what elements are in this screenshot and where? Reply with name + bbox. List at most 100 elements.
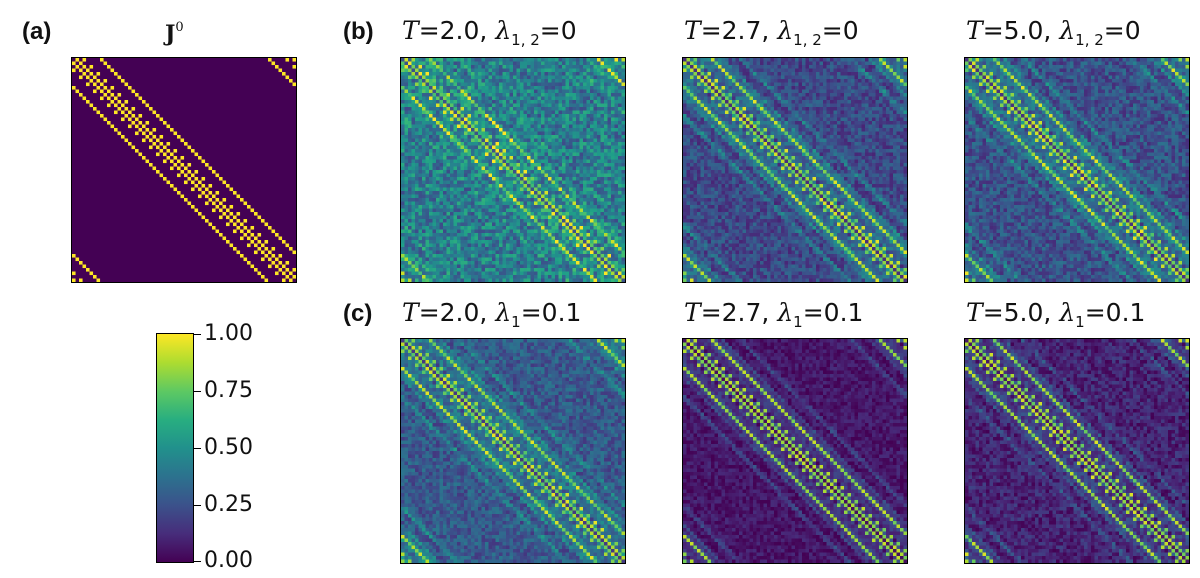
heatmap-cell bbox=[100, 82, 104, 87]
heatmap-cell bbox=[618, 114, 622, 118]
heatmap-cell bbox=[597, 89, 601, 94]
heatmap-cell bbox=[847, 82, 852, 87]
heatmap-cell bbox=[457, 236, 461, 241]
heatmap-cell bbox=[520, 65, 524, 69]
heatmap-cell bbox=[516, 275, 521, 279]
heatmap-cell bbox=[537, 180, 542, 185]
heatmap-cell bbox=[530, 96, 535, 101]
heatmap-cell bbox=[548, 278, 552, 282]
heatmap-cell bbox=[415, 236, 419, 241]
heatmap-cell bbox=[453, 205, 458, 209]
heatmap-cell bbox=[763, 82, 768, 87]
heatmap-cell bbox=[565, 82, 570, 87]
heatmap-cell bbox=[579, 79, 584, 83]
heatmap-cell bbox=[530, 264, 535, 269]
heatmap-cell bbox=[600, 250, 605, 255]
heatmap-cell bbox=[544, 271, 549, 276]
heatmap-cell bbox=[404, 128, 409, 132]
heatmap-cell bbox=[621, 191, 625, 195]
heatmap-cell bbox=[457, 142, 461, 146]
heatmap-cell bbox=[826, 68, 831, 73]
heatmap-cell bbox=[697, 58, 701, 62]
heatmap-cell bbox=[453, 219, 458, 223]
heatmap-cell bbox=[746, 68, 750, 73]
heatmap-cell bbox=[460, 82, 465, 87]
heatmap-cell bbox=[418, 110, 423, 115]
heatmap-cell bbox=[425, 100, 430, 104]
heatmap-cell bbox=[439, 79, 444, 83]
heatmap-cell bbox=[425, 173, 430, 178]
heatmap-cell bbox=[583, 114, 587, 118]
heatmap-cell bbox=[847, 68, 852, 73]
heatmap-cell bbox=[408, 268, 412, 272]
heatmap-cell bbox=[495, 264, 500, 269]
heatmap-cell bbox=[614, 142, 619, 146]
heatmap-cell bbox=[690, 58, 694, 62]
heatmap-cell bbox=[492, 236, 496, 241]
heatmap-cell bbox=[879, 82, 883, 87]
heatmap-cell bbox=[485, 72, 489, 76]
heatmap-cell bbox=[548, 68, 552, 73]
heatmap-cell bbox=[404, 208, 409, 213]
heatmap-cell bbox=[429, 103, 433, 108]
heatmap-cell bbox=[802, 58, 806, 62]
heatmap-cell bbox=[138, 96, 143, 101]
heatmap-cell bbox=[555, 222, 559, 227]
heatmap-cell bbox=[471, 226, 475, 230]
heatmap-cell bbox=[572, 177, 577, 181]
heatmap-cell bbox=[593, 149, 598, 153]
heatmap-cell bbox=[467, 191, 472, 195]
heatmap-cell bbox=[453, 110, 458, 115]
heatmap-cell bbox=[159, 142, 164, 146]
heatmap-cell bbox=[516, 135, 521, 139]
heatmap-cell bbox=[516, 110, 521, 115]
heatmap-cell bbox=[457, 96, 461, 101]
heatmap-cell bbox=[411, 86, 416, 90]
heatmap-cell bbox=[436, 152, 440, 157]
heatmap-cell bbox=[488, 107, 493, 111]
heatmap-cell bbox=[551, 226, 556, 230]
heatmap-cell bbox=[488, 82, 493, 87]
heatmap-cell bbox=[439, 247, 444, 251]
heatmap-cell bbox=[457, 278, 461, 282]
heatmap-cell bbox=[499, 250, 503, 255]
heatmap-cell bbox=[548, 247, 552, 251]
heatmap-cell bbox=[401, 275, 405, 279]
heatmap-cell bbox=[86, 100, 90, 104]
heatmap-cell bbox=[492, 243, 496, 248]
heatmap-cell bbox=[590, 103, 594, 108]
heatmap-cell bbox=[425, 236, 430, 241]
heatmap-cell bbox=[607, 250, 612, 255]
heatmap-cell bbox=[495, 229, 500, 234]
heatmap-cell bbox=[460, 100, 465, 104]
heatmap-cell bbox=[590, 250, 594, 255]
heatmap-cell bbox=[551, 208, 556, 213]
heatmap-cell bbox=[604, 68, 608, 73]
heatmap-cell bbox=[100, 58, 104, 62]
heatmap-cell bbox=[499, 187, 503, 192]
heatmap-cell bbox=[418, 250, 423, 255]
heatmap-cell bbox=[572, 222, 577, 227]
heatmap-cell bbox=[618, 271, 622, 276]
heatmap-cell bbox=[600, 264, 605, 269]
heatmap-cell bbox=[541, 82, 545, 87]
heatmap-cell bbox=[516, 145, 521, 150]
heatmap-cell bbox=[611, 215, 615, 220]
heatmap-cell bbox=[422, 184, 426, 188]
heatmap-cell bbox=[551, 184, 556, 188]
heatmap-cell bbox=[551, 61, 556, 66]
heatmap-cell bbox=[439, 205, 444, 209]
heatmap-cell bbox=[579, 152, 584, 157]
heatmap-cell bbox=[756, 86, 761, 90]
heatmap-cell bbox=[415, 121, 419, 125]
heatmap-cell bbox=[481, 243, 486, 248]
heatmap-cell bbox=[425, 177, 430, 181]
heatmap-cell bbox=[432, 68, 437, 73]
heatmap-cell bbox=[422, 100, 426, 104]
heatmap-cell bbox=[513, 208, 517, 213]
heatmap-cell bbox=[481, 275, 486, 279]
heatmap-cell bbox=[457, 156, 461, 160]
heatmap-cell bbox=[453, 117, 458, 122]
heatmap-cell bbox=[513, 264, 517, 269]
heatmap-cell bbox=[208, 191, 213, 195]
